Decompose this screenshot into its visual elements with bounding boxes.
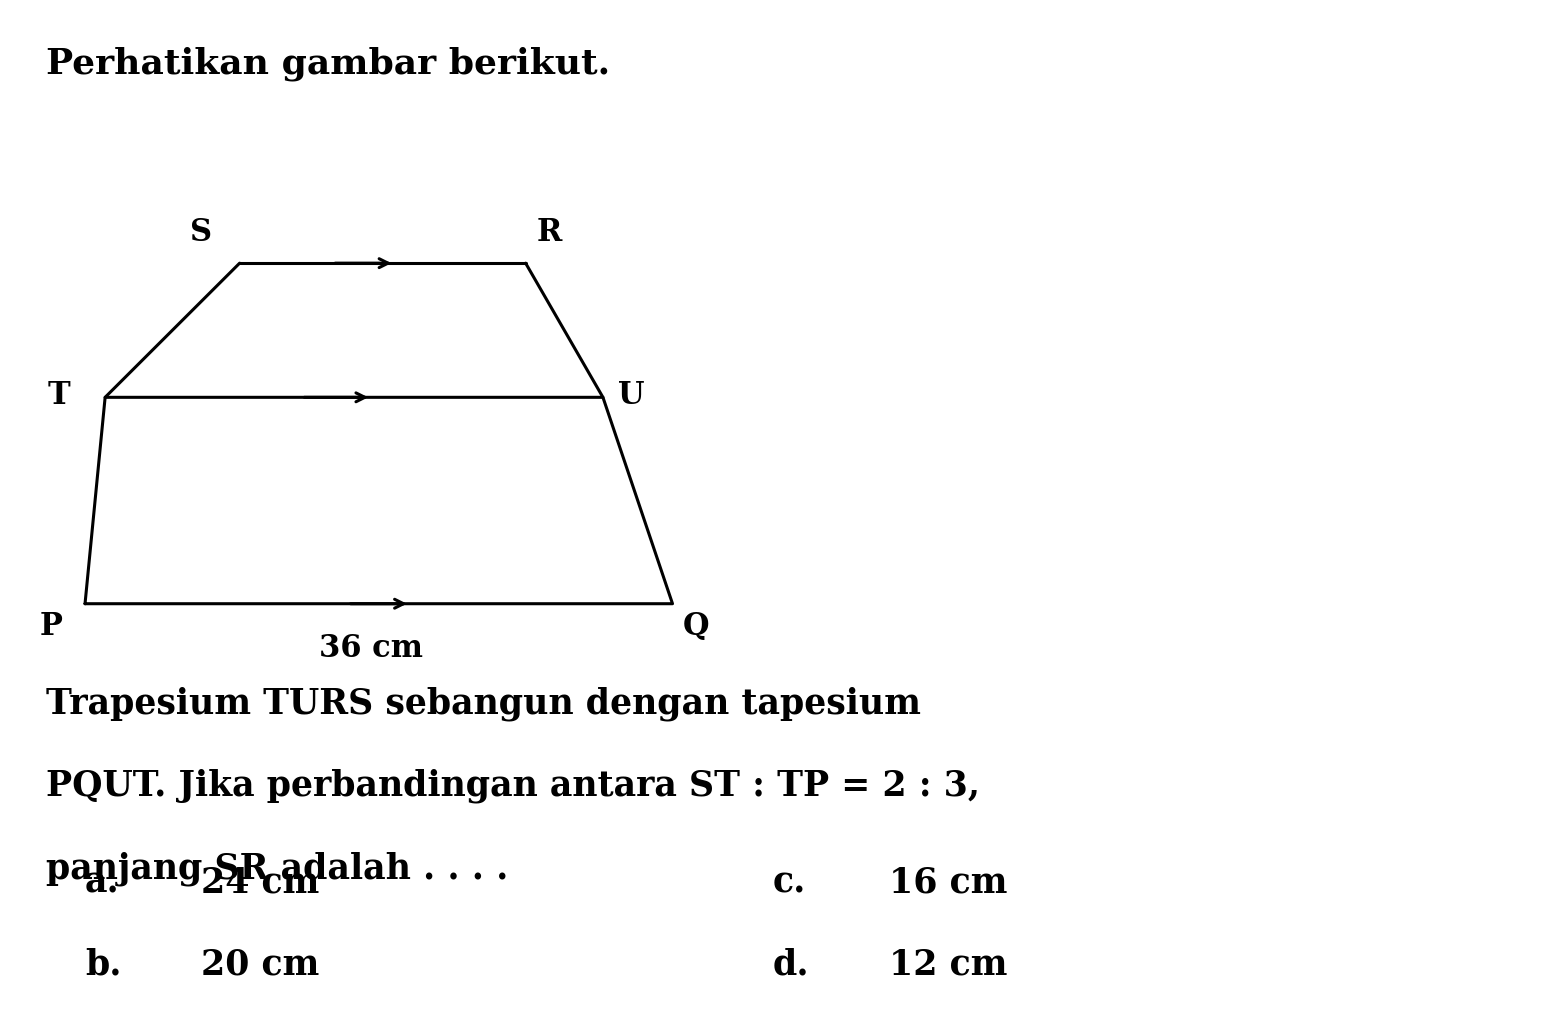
Text: S: S bbox=[190, 217, 212, 248]
Text: 36 cm: 36 cm bbox=[318, 633, 424, 664]
Text: U: U bbox=[617, 380, 645, 411]
Text: PQUT. Jika perbandingan antara ST : TP = 2 : 3,: PQUT. Jika perbandingan antara ST : TP =… bbox=[46, 769, 980, 803]
Text: T: T bbox=[48, 380, 70, 411]
Text: 12 cm: 12 cm bbox=[889, 948, 1008, 981]
Text: P: P bbox=[40, 611, 62, 642]
Text: 20 cm: 20 cm bbox=[201, 948, 318, 981]
Text: 16 cm: 16 cm bbox=[889, 866, 1008, 899]
Text: Perhatikan gambar berikut.: Perhatikan gambar berikut. bbox=[46, 46, 611, 80]
Text: 24 cm: 24 cm bbox=[201, 866, 318, 899]
Text: b.: b. bbox=[85, 948, 122, 981]
Text: panjang SR adalah . . . .: panjang SR adalah . . . . bbox=[46, 851, 509, 885]
Text: R: R bbox=[536, 217, 561, 248]
Text: Q: Q bbox=[682, 611, 710, 642]
Text: a.: a. bbox=[85, 866, 119, 899]
Text: c.: c. bbox=[773, 866, 807, 899]
Text: Trapesium TURS sebangun dengan tapesium: Trapesium TURS sebangun dengan tapesium bbox=[46, 686, 921, 720]
Text: d.: d. bbox=[773, 948, 810, 981]
